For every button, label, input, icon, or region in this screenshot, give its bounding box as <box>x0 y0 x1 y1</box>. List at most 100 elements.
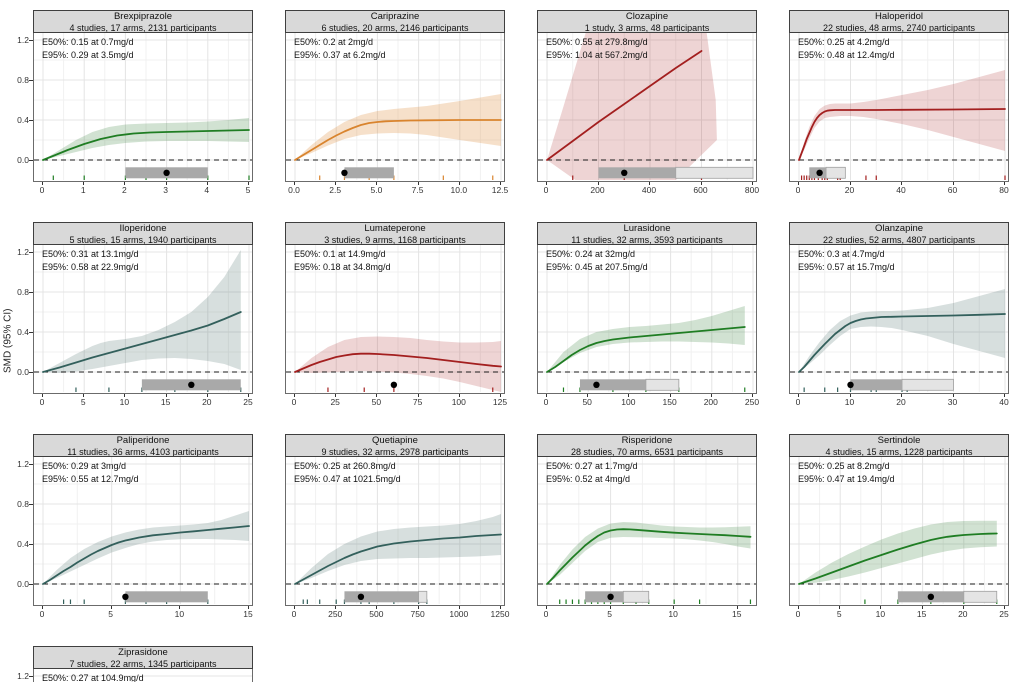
x-tick-mark <box>849 394 851 397</box>
x-axis: 0 5 10 15 <box>33 606 253 622</box>
x-axis: 0 50 100 150 200 250 <box>537 394 760 410</box>
x-tick-mark <box>839 606 841 609</box>
x-axis: 0 25 50 75 100 125 <box>285 394 508 410</box>
x-axis: 0 1 2 3 4 5 <box>33 182 253 198</box>
x-tick-label: 1000 <box>449 609 469 619</box>
e50-annotation: E50%: 0.1 at 14.9mg/d <box>294 249 386 259</box>
x-tick-label: 1 <box>80 185 86 195</box>
y-tick-mark <box>29 504 33 505</box>
x-tick-mark <box>165 394 167 397</box>
panel-title: Clozapine <box>625 11 669 22</box>
dose-response-curve <box>546 50 703 161</box>
dose-dot <box>188 381 195 388</box>
y-tick-label: 1.2 <box>17 246 29 257</box>
x-tick-label: 5 <box>108 609 114 619</box>
effect-annotation: E50%: 0.55 at 279.8mg/d E95%: 1.04 at 567… <box>546 36 648 61</box>
e50-annotation: E50%: 0.2 at 2mg/d <box>294 37 374 47</box>
x-tick-mark <box>952 182 954 185</box>
e50-annotation: E50%: 0.55 at 279.8mg/d <box>546 37 648 47</box>
x-tick-label: 250 <box>744 397 760 407</box>
panel-subtitle: 7 studies, 22 arms, 1345 participants <box>69 658 217 669</box>
y-tick-label: 0.4 <box>17 538 29 549</box>
e50-annotation: E50%: 0.3 at 4.7mg/d <box>798 249 885 259</box>
plot-svg <box>34 245 252 392</box>
y-tick-label: 1.2 <box>17 670 29 681</box>
plot-svg <box>286 245 504 392</box>
plot-svg <box>34 457 252 604</box>
ci-band <box>799 70 1005 160</box>
x-tick-mark <box>587 394 589 397</box>
plot-area: E50%: 0.24 at 32mg/d E95%: 0.45 at 207.5m… <box>537 245 757 394</box>
x-tick-mark <box>710 394 712 397</box>
dose-bar-dark <box>125 591 208 603</box>
panel-subtitle: 4 studies, 15 arms, 1228 participants <box>825 446 973 457</box>
panel-title: Paliperidone <box>116 435 170 446</box>
dose-response-curve <box>798 313 1006 373</box>
x-tick-mark <box>901 182 902 185</box>
x-tick-mark <box>921 606 923 609</box>
panel-strip: Ziprasidone 7 studies, 22 arms, 1345 part… <box>33 646 253 669</box>
y-tick-mark <box>29 372 33 373</box>
e50-annotation: E50%: 0.25 at 8.2mg/d <box>798 461 890 471</box>
x-tick-mark <box>962 606 964 609</box>
plot-area: E50%: 0.29 at 3mg/d E95%: 0.55 at 12.7mg/… <box>17 457 253 606</box>
plot-area: E50%: 0.27 at 1.7mg/d E95%: 0.52 at 4mg/d <box>537 457 757 606</box>
x-tick-label: 60 <box>947 185 958 195</box>
y-tick-mark <box>29 584 33 585</box>
x-axis: 0 10 20 30 40 <box>789 394 1009 410</box>
effect-annotation: E50%: 0.25 at 8.2mg/d E95%: 0.47 at 19.4m… <box>798 460 895 485</box>
e50-annotation: E50%: 0.31 at 13.1mg/d <box>42 249 139 259</box>
dose-response-curve <box>42 129 250 161</box>
dose-response-curve <box>546 326 746 373</box>
panel-title: Haloperidol <box>874 11 924 22</box>
x-tick-mark <box>417 182 419 185</box>
x-tick-mark <box>458 394 460 397</box>
x-tick-label: 125 <box>492 397 508 407</box>
e95-annotation: E95%: 0.18 at 34.8mg/d <box>294 261 391 272</box>
x-tick-label: 5 <box>607 609 612 619</box>
x-tick-label: 10 <box>119 397 130 407</box>
plot-svg <box>790 245 1008 392</box>
dose-bar-dark <box>579 379 646 391</box>
effect-annotation: E50%: 0.25 at 260.8mg/d E95%: 0.47 at 102… <box>294 460 401 485</box>
dose-dot <box>357 593 365 600</box>
x-tick-label: 100 <box>451 397 466 407</box>
dose-bar-dark <box>850 379 902 391</box>
panel-lumateperone: Lumateperone 3 studies, 9 arms, 1168 part… <box>285 222 508 410</box>
panel-clozapine: Clozapine 1 study, 3 arms, 48 participant… <box>537 10 759 198</box>
panel-subtitle: 9 studies, 32 arms, 2978 participants <box>321 446 469 457</box>
plot-svg <box>538 33 756 180</box>
dose-response-curve <box>798 108 1006 161</box>
x-tick-mark <box>752 394 753 397</box>
x-tick-label: 100 <box>621 397 636 407</box>
x-tick-label: 5 <box>836 609 842 619</box>
y-tick-mark <box>29 332 33 333</box>
y-tick-label: 0.4 <box>17 114 29 125</box>
effect-annotation: E50%: 0.25 at 4.2mg/d E95%: 0.48 at 12.4m… <box>798 36 895 61</box>
dose-dot <box>390 381 398 388</box>
x-tick-label: 0 <box>795 397 801 407</box>
y-tick-label: 0.0 <box>17 366 29 377</box>
x-tick-label: 0 <box>543 185 549 195</box>
dose-bar-light <box>622 590 650 603</box>
e95-annotation: E95%: 0.47 at 1021.5mg/d <box>294 473 401 484</box>
plot-svg <box>34 33 252 180</box>
x-tick-label: 150 <box>662 397 677 407</box>
panel-ziprasidone: Ziprasidone 7 studies, 22 arms, 1345 part… <box>17 646 253 682</box>
x-tick-mark <box>700 182 702 185</box>
panel-olanzapine: Olanzapine 22 studies, 52 arms, 4807 part… <box>789 222 1009 410</box>
e95-annotation: E95%: 0.58 at 22.9mg/d <box>42 261 139 272</box>
y-tick-mark <box>29 80 33 81</box>
x-tick-label: 1250 <box>490 609 510 619</box>
x-tick-label: 25 <box>330 397 340 407</box>
panel-title: Ziprasidone <box>118 647 168 658</box>
dose-response-curve <box>798 532 998 585</box>
dose-dot <box>163 169 170 176</box>
panel-strip: Olanzapine 22 studies, 52 arms, 4807 part… <box>789 222 1009 245</box>
x-tick-label: 20 <box>844 185 855 195</box>
e50-annotation: E50%: 0.29 at 3mg/d <box>42 461 127 471</box>
x-tick-mark <box>42 182 43 185</box>
panel-title: Iloperidone <box>119 223 167 234</box>
x-tick-label: 750 <box>410 609 425 619</box>
x-tick-mark <box>609 606 611 609</box>
